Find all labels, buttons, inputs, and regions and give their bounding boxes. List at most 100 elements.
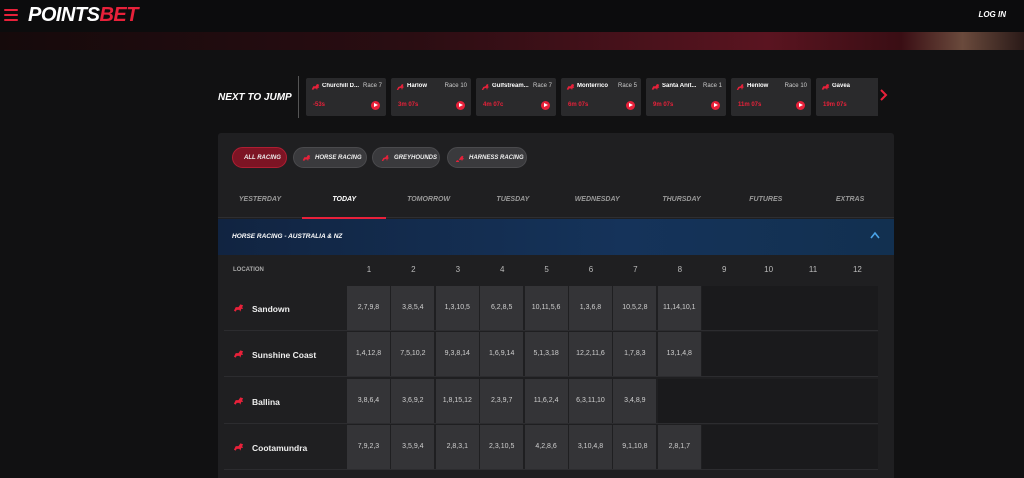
race-result-cell[interactable]: 2,3,9,7 bbox=[480, 378, 524, 423]
race-result-cell[interactable]: 12,2,11,6 bbox=[569, 332, 612, 377]
tab-thursday[interactable]: THURSDAY bbox=[662, 196, 701, 203]
next-to-jump-card[interactable]: Monterrico Race 5 6m 07s bbox=[561, 78, 641, 116]
filter-label: HORSE RACING bbox=[315, 155, 362, 161]
race-result-cell[interactable]: 2,8,1,7 bbox=[657, 424, 701, 469]
filter-label: HARNESS RACING bbox=[469, 155, 524, 161]
empty-cells bbox=[702, 286, 878, 330]
play-icon[interactable] bbox=[371, 101, 380, 110]
tab-today[interactable]: TODAY bbox=[302, 188, 387, 219]
play-icon[interactable] bbox=[541, 101, 550, 110]
race-result-cell[interactable]: 3,5,9,4 bbox=[391, 424, 435, 469]
greyhound-icon bbox=[481, 84, 490, 90]
meeting-name[interactable]: Cootamundra bbox=[252, 442, 308, 453]
meeting-name[interactable]: Ballina bbox=[252, 396, 280, 407]
race-result-cell[interactable]: 2,7,9,8 bbox=[347, 286, 390, 330]
race-result-cell[interactable]: 2,3,10,5 bbox=[480, 424, 524, 469]
tab-futures[interactable]: FUTURES bbox=[749, 196, 783, 203]
race-result-cell[interactable]: 5,1,3,18 bbox=[524, 332, 568, 377]
harness-icon bbox=[456, 155, 465, 162]
race-result-cell[interactable]: 9,3,8,14 bbox=[435, 332, 479, 377]
login-button[interactable]: LOG IN bbox=[978, 10, 1006, 19]
race-result-cell[interactable]: 3,6,9,2 bbox=[391, 378, 435, 423]
race-column-header: 9 bbox=[721, 265, 727, 274]
race-number: Race 10 bbox=[784, 83, 807, 89]
divider bbox=[298, 76, 299, 118]
filter-horse-racing[interactable]: HORSE RACING bbox=[293, 147, 367, 168]
promo-banner[interactable] bbox=[0, 32, 1024, 50]
next-to-jump-card[interactable]: GaveaRa19m 07s bbox=[816, 78, 878, 116]
countdown: -53s bbox=[313, 102, 326, 108]
race-result-cell[interactable]: 9,1,10,8 bbox=[613, 424, 657, 469]
next-to-jump-card[interactable]: Santa Anit... Race 1 9m 07s bbox=[646, 78, 726, 116]
race-result-cell[interactable]: 4,2,8,6 bbox=[524, 424, 568, 469]
chevron-right-icon[interactable] bbox=[878, 89, 888, 101]
greyhound-icon bbox=[736, 84, 745, 90]
race-result-cell[interactable]: 6,3,11,10 bbox=[569, 378, 612, 423]
horse-icon bbox=[566, 84, 575, 90]
race-result-cell[interactable]: 6,2,8,5 bbox=[480, 286, 524, 330]
meeting-name: Gavea bbox=[832, 83, 851, 89]
table-row: Cootamundra 7,9,2,3 3,5,9,4 2,8,3,1 2,3,10,5… bbox=[218, 424, 894, 470]
next-to-jump-card[interactable]: Harlow Race 10 3m 07s bbox=[391, 78, 471, 116]
horse-icon bbox=[233, 350, 244, 358]
race-result-cell[interactable]: 10,11,5,6 bbox=[524, 286, 568, 330]
race-result-cell[interactable]: 1,3,6,8 bbox=[569, 286, 612, 330]
tab-tuesday[interactable]: TUESDAY bbox=[496, 196, 530, 203]
tab-yesterday[interactable]: YESTERDAY bbox=[238, 196, 282, 203]
race-number: Race 7 bbox=[532, 83, 552, 89]
countdown: 19m 07s bbox=[823, 102, 847, 108]
meeting-name[interactable]: Sandown bbox=[252, 304, 290, 314]
countdown: 3m 07s bbox=[398, 102, 419, 108]
meeting-name: Gulfstream... bbox=[492, 83, 529, 89]
greyhound-icon bbox=[396, 84, 405, 90]
race-result-cell[interactable]: 1,6,9,14 bbox=[480, 332, 524, 377]
next-to-jump-card[interactable]: Gulfstream... Race 7 4m 07c bbox=[476, 78, 556, 116]
filter-all-racing[interactable]: ALL RACING bbox=[232, 147, 287, 168]
race-result-cell[interactable]: 13,1,4,8 bbox=[657, 332, 701, 377]
meeting-name[interactable]: Sunshine Coast bbox=[252, 350, 317, 361]
table-row: Sunshine Coast 1,4,12,8 7,5,10,2 9,3,8,14 1,… bbox=[218, 331, 894, 378]
tab-tomorrow[interactable]: TOMORROW bbox=[407, 196, 451, 203]
tab-extras[interactable]: EXTRAS bbox=[835, 196, 865, 203]
play-icon[interactable] bbox=[626, 101, 635, 110]
hamburger-icon[interactable] bbox=[4, 9, 18, 21]
horse-icon bbox=[233, 443, 244, 451]
section-header-horse-racing-au-nz[interactable]: HORSE RACING - AUSTRALIA & NZ bbox=[218, 219, 894, 255]
play-icon[interactable] bbox=[456, 101, 465, 110]
race-result-cell[interactable]: 1,3,10,5 bbox=[435, 286, 479, 330]
next-to-jump-card[interactable]: Churchill D... Race 7 -53s bbox=[306, 78, 386, 116]
logo-primary: POINTS bbox=[28, 4, 100, 26]
row-divider bbox=[224, 468, 878, 470]
filter-greyhounds[interactable]: GREYHOUNDS bbox=[372, 147, 440, 168]
race-result-cell[interactable]: 11,14,10,1 bbox=[657, 286, 701, 330]
row-divider bbox=[224, 376, 878, 378]
race-result-cell[interactable]: 2,8,3,1 bbox=[435, 424, 479, 469]
play-icon[interactable] bbox=[711, 101, 720, 110]
race-column-header: 5 bbox=[544, 265, 549, 274]
race-result-cell[interactable]: 7,9,2,3 bbox=[347, 424, 390, 469]
race-result-cell[interactable]: 3,4,8,9 bbox=[613, 378, 657, 423]
chevron-up-icon[interactable] bbox=[870, 231, 880, 239]
race-column-header: 10 bbox=[764, 265, 774, 274]
filter-label: ALL RACING bbox=[244, 155, 281, 161]
race-result-cell[interactable]: 1,4,12,8 bbox=[347, 332, 390, 377]
race-result-cell[interactable]: 3,8,5,4 bbox=[391, 286, 435, 330]
race-result-cell[interactable]: 1,7,8,3 bbox=[613, 332, 657, 377]
race-result-cell[interactable]: 7,5,10,2 bbox=[391, 332, 435, 377]
countdown: 9m 07s bbox=[653, 102, 674, 108]
horse-icon bbox=[311, 84, 320, 90]
row-divider bbox=[224, 422, 878, 424]
race-result-cell[interactable]: 11,6,2,4 bbox=[524, 378, 568, 423]
race-result-cell[interactable]: 10,5,2,8 bbox=[613, 286, 657, 330]
filter-harness-racing[interactable]: HARNESS RACING bbox=[447, 147, 527, 168]
race-result-cell[interactable]: 1,8,15,12 bbox=[435, 378, 479, 423]
race-column-header: 8 bbox=[677, 265, 683, 274]
next-to-jump-card[interactable]: Henlow Race 10 11m 07s bbox=[731, 78, 811, 116]
race-result-cell[interactable]: 3,10,4,8 bbox=[569, 424, 612, 469]
logo[interactable]: POINTSBET bbox=[28, 4, 138, 27]
empty-cells bbox=[702, 424, 878, 469]
tab-wednesday[interactable]: WEDNESDAY bbox=[574, 196, 620, 203]
play-icon[interactable] bbox=[796, 101, 805, 110]
race-column-header: 4 bbox=[499, 265, 505, 274]
race-result-cell[interactable]: 3,8,6,4 bbox=[347, 378, 390, 423]
